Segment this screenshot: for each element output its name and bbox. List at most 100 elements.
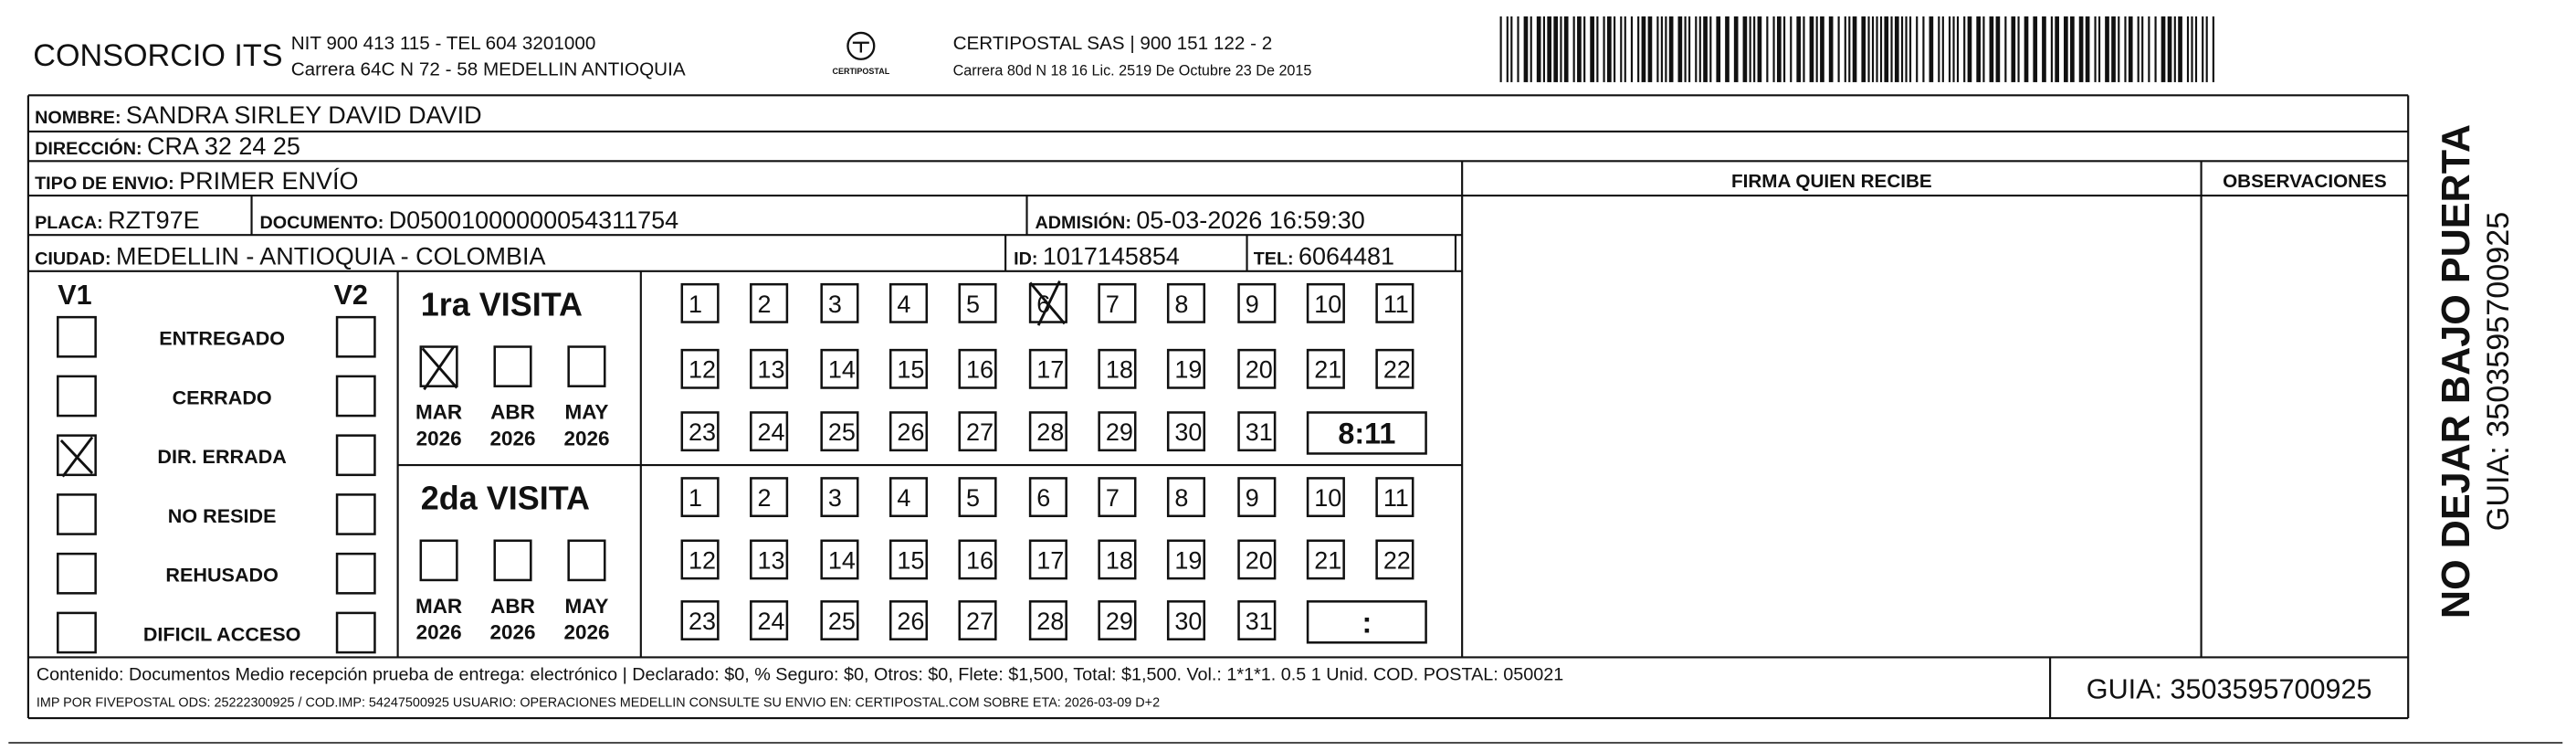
field-value: RZT97E	[108, 206, 199, 234]
barcode-bar	[1656, 16, 1659, 82]
visit-time: 8:11	[1338, 418, 1395, 450]
barcode-bar	[1803, 16, 1805, 82]
barcode-bar	[2141, 16, 2144, 82]
day: 8	[1174, 291, 1188, 318]
check-box	[335, 552, 376, 595]
day: 12	[689, 356, 716, 384]
check-box	[1166, 477, 1206, 518]
barcode-bar	[2202, 16, 2204, 82]
check-box	[1028, 411, 1067, 452]
barcode-bar	[1698, 16, 1701, 82]
day: 15	[897, 356, 924, 384]
barcode-bar	[2017, 16, 2020, 82]
check-box	[680, 282, 720, 323]
field-label: PLACA:	[35, 213, 103, 233]
check-box	[1028, 477, 1067, 518]
check-box	[57, 375, 97, 418]
barcode-bar	[1871, 16, 1875, 82]
status-reason: DIR. ERRADA	[157, 445, 287, 468]
check-box	[57, 611, 97, 654]
barcode-bar	[2011, 16, 2016, 82]
barcode-bar	[1772, 16, 1775, 82]
day: 14	[828, 546, 856, 574]
day: 16	[966, 546, 994, 574]
barcode-bar	[2148, 16, 2150, 82]
carrier-line: CERTIPOSTAL SAS | 900 151 122 - 2	[953, 33, 1273, 54]
day: 27	[966, 608, 994, 635]
barcode-bar	[1606, 16, 1612, 82]
barcode-bar	[2161, 16, 2166, 82]
check-box	[57, 434, 97, 477]
barcode-bar	[1815, 16, 1818, 82]
barcode-bar	[1510, 16, 1513, 82]
barcode-bar	[1517, 16, 1519, 82]
barcode-bar	[1547, 16, 1552, 82]
check-box	[680, 539, 720, 580]
logo-text: CERTIPOSTAL	[832, 67, 889, 76]
day: 28	[1036, 608, 1064, 635]
barcode-bar	[2094, 16, 2097, 82]
barcode-bar	[1938, 16, 1940, 82]
barcode-bar	[1523, 16, 1529, 82]
day: 14	[828, 356, 856, 384]
year: 2026	[490, 427, 536, 450]
day: 2	[758, 291, 772, 318]
check-box	[419, 539, 458, 582]
check-box	[888, 411, 929, 452]
check-box	[888, 539, 929, 580]
barcode-bar	[1536, 16, 1541, 82]
field-label: ID:	[1014, 249, 1037, 270]
year: 2026	[563, 427, 609, 450]
check-box	[680, 600, 720, 640]
barcode-bar	[2128, 16, 2133, 82]
check-box	[1306, 539, 1345, 580]
day: 30	[1174, 418, 1202, 446]
check-box	[1237, 411, 1277, 452]
barcode-bar	[1542, 16, 1545, 82]
footer-guia: GUIA: 3503595700925	[2087, 673, 2372, 704]
barcode-bar	[1894, 16, 1899, 82]
barcode-bar	[1499, 16, 1502, 82]
field-value: CRA 32 24 25	[147, 132, 300, 160]
field: DIRECCIÓN: CRA 32 24 25	[35, 132, 300, 160]
barcode-bar	[2111, 16, 2116, 82]
check-box	[1098, 411, 1137, 452]
barcode-bar	[1967, 16, 1972, 82]
check-box	[419, 345, 458, 387]
month: MAR	[415, 401, 462, 424]
check-box	[958, 411, 997, 452]
status-reason: NO RESIDE	[168, 504, 277, 527]
barcode-bar	[1905, 16, 1908, 82]
check-box	[958, 282, 997, 323]
day: 19	[1174, 356, 1202, 384]
status-head: V2	[333, 280, 367, 311]
day: 25	[828, 418, 856, 446]
day: 10	[1314, 484, 1341, 512]
day: 20	[1246, 546, 1273, 574]
check-box	[888, 477, 929, 518]
barcode-bar	[2064, 16, 2068, 82]
day: 3	[828, 291, 842, 318]
check-box	[335, 315, 376, 358]
field-label: TEL:	[1254, 249, 1294, 270]
month: ABR	[490, 595, 535, 618]
check-box	[958, 477, 997, 518]
day: 10	[1314, 291, 1341, 318]
check-box	[680, 348, 720, 389]
day: 21	[1314, 546, 1341, 574]
side-guia: GUIA: 3503595700925	[2481, 212, 2516, 531]
field-value: 1017145854	[1043, 243, 1180, 270]
barcode-bar	[1828, 16, 1834, 82]
check-box	[958, 539, 997, 580]
barcode-bar	[1577, 16, 1582, 82]
check-box	[1028, 348, 1067, 389]
status-reason: REHUSADO	[165, 564, 278, 587]
field-label: CIUDAD:	[35, 249, 110, 270]
day: 5	[966, 291, 980, 318]
field: PLACA: RZT97E	[35, 206, 199, 234]
check-box	[1098, 348, 1137, 389]
check-box	[820, 411, 859, 452]
barcode-bar	[2186, 16, 2190, 82]
